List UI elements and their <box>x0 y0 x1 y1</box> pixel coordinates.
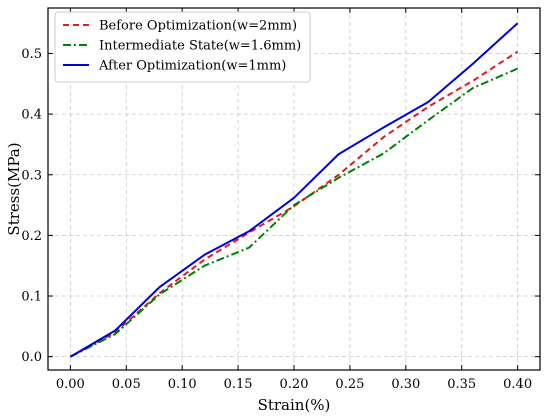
y-tick-label: 0.1 <box>21 290 42 305</box>
x-tick-label: 0.10 <box>168 377 197 392</box>
y-tick-label: 0.2 <box>21 229 42 244</box>
x-axis-label: Strain(%) <box>258 396 331 414</box>
y-tick-label: 0.4 <box>21 108 42 123</box>
series-line-2 <box>69 67 518 358</box>
x-tick-label: 0.30 <box>391 377 420 392</box>
x-tick-label: 0.35 <box>447 377 476 392</box>
x-tick-label: 0.25 <box>335 377 364 392</box>
legend-label-1: Before Optimization(w=2mm) <box>99 19 297 34</box>
series-line-3 <box>69 22 519 358</box>
x-tick-label: 0.00 <box>56 377 85 392</box>
y-tick-label: 0.3 <box>21 168 42 183</box>
x-tick-label: 0.40 <box>503 377 532 392</box>
grid <box>48 8 540 370</box>
x-tick-label: 0.05 <box>112 377 141 392</box>
y-tick-label: 0.0 <box>21 350 42 365</box>
x-tick-label: 0.15 <box>224 377 253 392</box>
series-lines <box>69 22 519 358</box>
x-tick-label: 0.20 <box>280 377 309 392</box>
legend-label-2: Intermediate State(w=1.6mm) <box>99 39 301 54</box>
y-tick-label: 0.5 <box>21 47 42 62</box>
ticks: 0.00 0.05 0.10 0.15 0.20 0.25 0.30 0.35 0.40 0.0 0… <box>21 8 540 392</box>
legend-box <box>54 11 311 83</box>
legend: Before Optimization(w=2mm) Intermediate S… <box>54 11 311 83</box>
y-axis-label: Stress(MPa) <box>5 142 23 235</box>
legend-label-3: After Optimization(w=1mm) <box>98 59 286 74</box>
